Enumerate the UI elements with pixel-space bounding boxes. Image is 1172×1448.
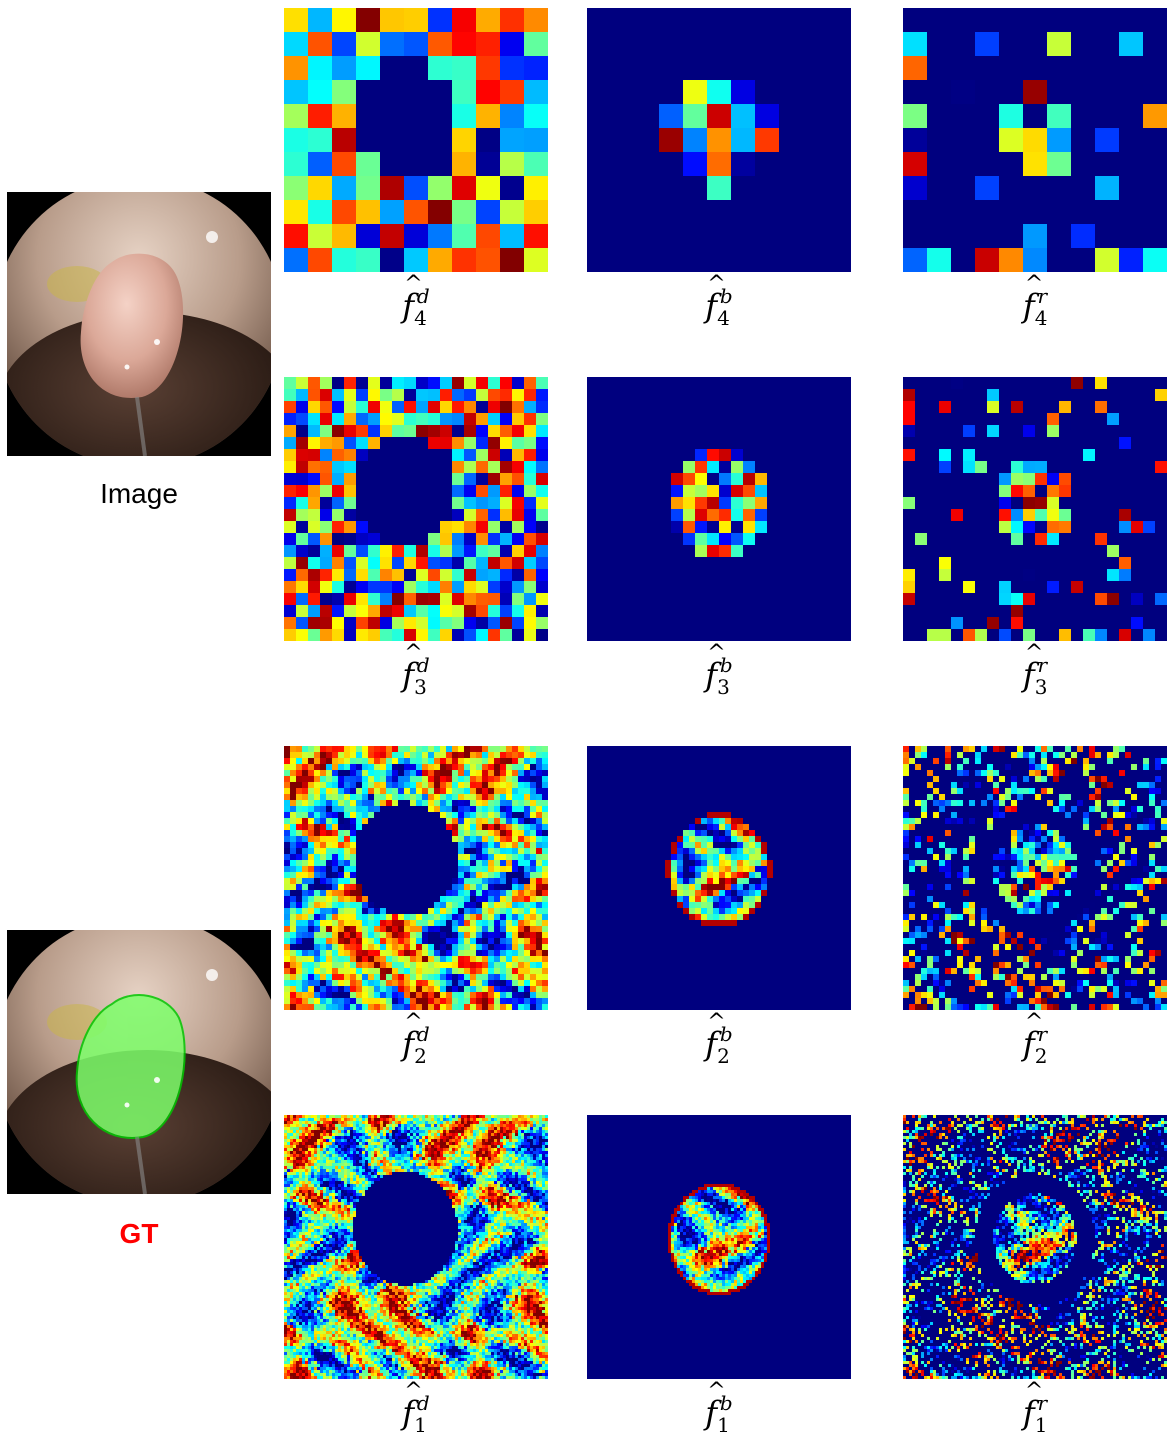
caption-symbol: f ^ [705, 272, 726, 325]
caption-superscript: r [1037, 653, 1048, 677]
caption-superscript: b [719, 284, 733, 308]
feature-map-f1-d [284, 1115, 548, 1379]
caption-superscript: b [719, 1022, 733, 1046]
feature-map-caption: f ^ 4r [903, 272, 1167, 330]
feature-map-f2-r [903, 746, 1167, 1010]
caption-hat: ^ [1024, 1010, 1044, 1035]
caption-hat: ^ [1024, 1379, 1044, 1404]
caption-symbol: f ^ [402, 641, 423, 694]
caption-hat: ^ [707, 272, 726, 297]
feature-map-caption: f ^ 1b [587, 1379, 851, 1437]
feature-map-heatmap [587, 746, 851, 1010]
feature-map-f1-r [903, 1115, 1167, 1379]
caption-symbol: f ^ [705, 641, 726, 694]
feature-map-heatmap [284, 746, 548, 1010]
caption-hat: ^ [1024, 641, 1044, 666]
caption-subscript: 2 [414, 1044, 427, 1068]
feature-map-heatmap [903, 1115, 1167, 1379]
caption-hat: ^ [1024, 272, 1044, 297]
feature-map-heatmap [903, 746, 1167, 1010]
feature-map-caption: f ^ 4b [587, 272, 851, 330]
feature-map-f3-d [284, 377, 548, 641]
feature-map-f3-b [587, 377, 851, 641]
caption-subscript: 1 [414, 1413, 427, 1437]
caption-superscript: d [416, 284, 430, 308]
feature-map-caption: f ^ 1r [903, 1379, 1167, 1437]
ground-truth-image [7, 930, 271, 1194]
feature-map-heatmap [587, 377, 851, 641]
caption-subscript: 3 [1034, 675, 1048, 699]
feature-map-caption: f ^ 3r [903, 641, 1167, 699]
caption-superscript: b [719, 1391, 733, 1415]
caption-symbol: f ^ [1022, 641, 1044, 694]
feature-map-f4-b [587, 8, 851, 272]
caption-superscript: r [1037, 1022, 1048, 1046]
caption-symbol: f ^ [1022, 272, 1044, 325]
endoscopy-image-drawing [7, 192, 271, 456]
caption-subscript: 1 [1034, 1413, 1048, 1437]
feature-map-caption: f ^ 2d [284, 1010, 548, 1068]
caption-hat: ^ [404, 641, 423, 666]
feature-map-heatmap [284, 1115, 548, 1379]
caption-hat: ^ [707, 641, 726, 666]
caption-superscript: r [1037, 284, 1048, 308]
feature-map-heatmap [587, 8, 851, 272]
caption-symbol: f ^ [705, 1010, 726, 1063]
feature-map-heatmap [587, 1115, 851, 1379]
feature-map-f4-d [284, 8, 548, 272]
caption-subscript: 3 [717, 675, 730, 699]
caption-hat: ^ [707, 1379, 726, 1404]
caption-subscript: 4 [414, 306, 427, 330]
caption-subscript: 2 [1034, 1044, 1048, 1068]
feature-map-caption: f ^ 1d [284, 1379, 548, 1437]
ground-truth-drawing [7, 930, 271, 1194]
caption-symbol: f ^ [402, 272, 423, 325]
feature-map-heatmap [284, 377, 548, 641]
feature-map-caption: f ^ 3b [587, 641, 851, 699]
feature-map-f2-b [587, 746, 851, 1010]
caption-superscript: r [1037, 1391, 1048, 1415]
feature-map-caption: f ^ 2r [903, 1010, 1167, 1068]
caption-symbol: f ^ [1022, 1379, 1044, 1432]
caption-symbol: f ^ [402, 1010, 423, 1063]
caption-superscript: d [416, 1391, 430, 1415]
feature-map-caption: f ^ 4d [284, 272, 548, 330]
caption-subscript: 1 [717, 1413, 730, 1437]
endoscopy-image [7, 192, 271, 456]
caption-subscript: 4 [717, 306, 730, 330]
caption-subscript: 4 [1034, 306, 1048, 330]
caption-subscript: 2 [717, 1044, 730, 1068]
feature-map-f1-b [587, 1115, 851, 1379]
image-label: Image [100, 478, 178, 509]
caption-symbol: f ^ [705, 1379, 726, 1432]
feature-map-heatmap [903, 8, 1167, 272]
caption-hat: ^ [404, 1379, 423, 1404]
feature-map-heatmap [284, 8, 548, 272]
caption-superscript: d [416, 653, 430, 677]
caption-superscript: b [719, 653, 733, 677]
feature-map-heatmap [903, 377, 1167, 641]
feature-map-f4-r [903, 8, 1167, 272]
feature-map-f3-r [903, 377, 1167, 641]
caption-subscript: 3 [414, 675, 427, 699]
feature-map-caption: f ^ 2b [587, 1010, 851, 1068]
caption-superscript: d [416, 1022, 430, 1046]
feature-map-f2-d [284, 746, 548, 1010]
caption-symbol: f ^ [1022, 1010, 1044, 1063]
caption-hat: ^ [404, 1010, 423, 1035]
caption-hat: ^ [404, 272, 423, 297]
caption-symbol: f ^ [402, 1379, 423, 1432]
gt-label: GT [119, 1218, 159, 1249]
feature-map-caption: f ^ 3d [284, 641, 548, 699]
caption-hat: ^ [707, 1010, 726, 1035]
